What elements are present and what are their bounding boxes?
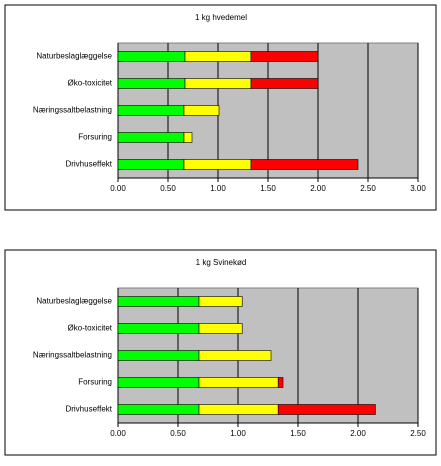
y-tick-label: Øko-toxicitet [68,79,113,88]
y-tick-label: Forsuring [78,133,112,142]
x-tick-label: 2.50 [410,429,426,438]
x-tick-label: 3.00 [410,184,426,193]
y-tick-label: Næringssaltbelastning [33,351,112,360]
x-tick-label: 2.00 [310,184,326,193]
bar-segment [183,105,220,116]
x-tick-label: 0.50 [160,184,176,193]
y-tick-label: Næringssaltbelastning [33,106,112,115]
x-tick-label: 1.50 [290,429,306,438]
bar-segment [198,296,243,307]
bar-segment [117,377,200,388]
bar-segment [117,78,186,89]
y-tick-label: Drivhuseffekt [65,160,112,169]
bar-segment [117,132,185,143]
bar-segment [198,323,243,334]
y-tick-label: Drivhuseffekt [65,405,112,414]
bar-segment [117,159,185,170]
bar-segment [183,159,252,170]
bar-segment [250,159,359,170]
chart-title: 1 kg hvedemel [195,13,247,22]
x-tick-label: 2.00 [350,429,366,438]
bar-segment [277,377,284,388]
bar-segment [117,404,200,415]
bar-segment [184,78,252,89]
bar-segment [117,51,186,62]
bar-segment [277,404,376,415]
bar-segment [250,51,319,62]
bar-segment [198,377,279,388]
bar-segment [198,350,272,361]
bar-segment [117,323,200,334]
y-tick-label: Øko-toxicitet [68,324,113,333]
x-tick-label: 1.00 [230,429,246,438]
chart-title: 1 kg Svinekød [196,258,247,267]
bar-segment [250,78,319,89]
bar-segment [117,105,185,116]
x-tick-label: 2.50 [360,184,376,193]
bar-segment [184,51,252,62]
y-tick-label: Naturbeslaglæggelse [36,52,112,61]
bar-segment [117,350,200,361]
x-tick-label: 1.50 [260,184,276,193]
y-tick-label: Forsuring [78,378,112,387]
x-tick-label: 0.00 [110,184,126,193]
x-tick-label: 0.50 [170,429,186,438]
x-tick-label: 1.00 [210,184,226,193]
x-tick-label: 0.00 [110,429,126,438]
bar-segment [183,132,193,143]
y-tick-label: Naturbeslaglæggelse [36,297,112,306]
bar-segment [117,296,200,307]
bar-segment [198,404,279,415]
